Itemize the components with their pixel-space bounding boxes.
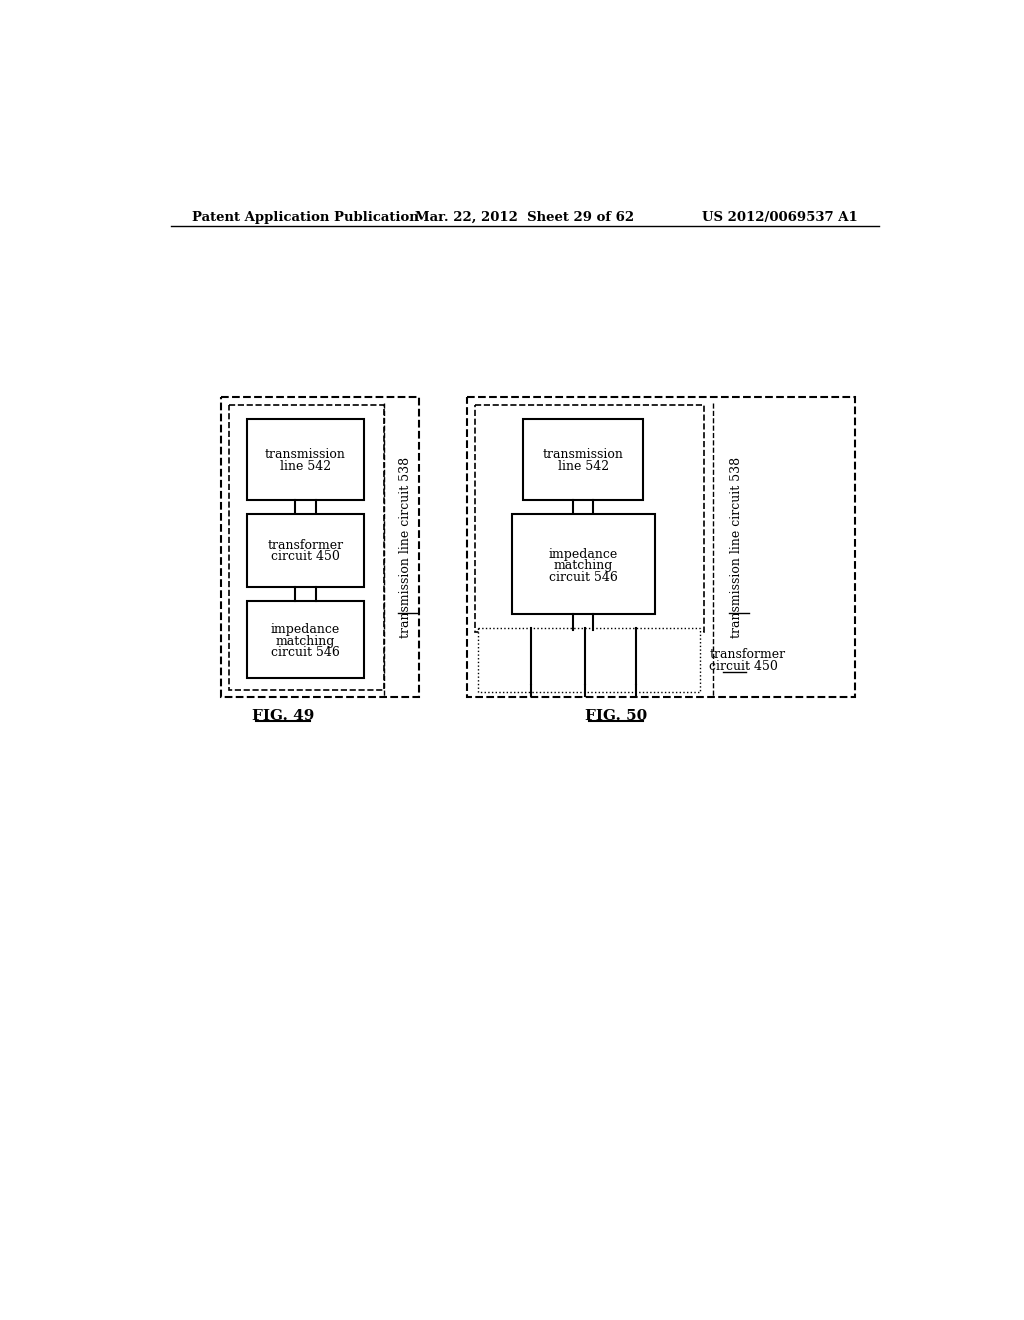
Bar (475, 405, 703, 632)
Bar (221, 397, 419, 697)
Bar (228, 405, 384, 689)
Text: line 542: line 542 (558, 459, 609, 473)
Bar (512, 515, 655, 614)
Text: transmission: transmission (543, 447, 624, 461)
Text: circuit 450: circuit 450 (710, 660, 778, 673)
Text: US 2012/0069537 A1: US 2012/0069537 A1 (702, 211, 858, 224)
Text: transformer: transformer (267, 539, 343, 552)
Bar (247, 418, 365, 499)
Text: impedance: impedance (271, 623, 340, 636)
Text: transmission: transmission (265, 447, 346, 461)
Text: matching: matching (275, 635, 335, 648)
Text: impedance: impedance (549, 548, 617, 561)
Bar (523, 418, 643, 499)
Bar (477, 628, 700, 692)
Text: transmission line circuit 538: transmission line circuit 538 (399, 457, 412, 638)
Text: line 542: line 542 (280, 459, 331, 473)
Text: FIG. 50: FIG. 50 (585, 709, 647, 723)
Text: circuit 450: circuit 450 (271, 550, 340, 564)
Text: FIG. 49: FIG. 49 (252, 709, 314, 723)
Bar (467, 397, 855, 697)
Bar (247, 601, 365, 678)
Text: circuit 546: circuit 546 (271, 647, 340, 659)
Text: matching: matching (554, 560, 613, 573)
Text: Mar. 22, 2012  Sheet 29 of 62: Mar. 22, 2012 Sheet 29 of 62 (416, 211, 634, 224)
Text: transformer: transformer (710, 648, 785, 661)
Text: circuit 546: circuit 546 (549, 570, 617, 583)
Bar (247, 515, 365, 587)
Text: Patent Application Publication: Patent Application Publication (191, 211, 418, 224)
Text: transmission line circuit 538: transmission line circuit 538 (730, 457, 742, 638)
